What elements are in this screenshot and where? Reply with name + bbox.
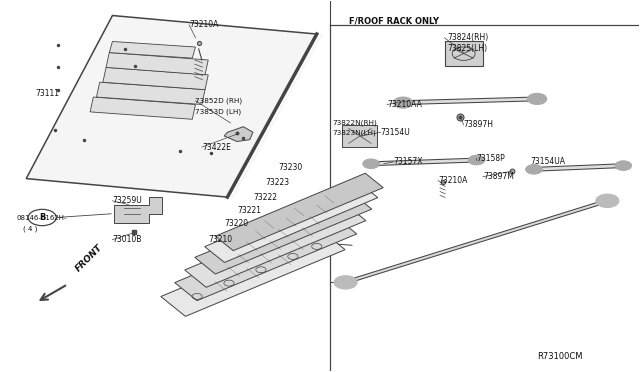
Polygon shape xyxy=(215,173,383,251)
Circle shape xyxy=(615,161,632,170)
Text: 73221: 73221 xyxy=(237,206,261,215)
Polygon shape xyxy=(185,203,366,287)
Circle shape xyxy=(525,164,542,174)
Text: 73210A: 73210A xyxy=(189,20,218,29)
Text: F/ROOF RACK ONLY: F/ROOF RACK ONLY xyxy=(349,17,439,26)
Polygon shape xyxy=(224,127,253,141)
Text: 73154U: 73154U xyxy=(381,128,410,137)
Text: 73210: 73210 xyxy=(208,235,232,244)
Polygon shape xyxy=(109,41,195,58)
Polygon shape xyxy=(205,182,378,263)
Text: 73158P: 73158P xyxy=(476,154,505,163)
Text: B: B xyxy=(39,213,45,222)
Circle shape xyxy=(527,93,547,105)
Circle shape xyxy=(334,276,357,289)
Text: FRONT: FRONT xyxy=(74,243,105,273)
Text: 73222: 73222 xyxy=(253,193,277,202)
Circle shape xyxy=(468,155,484,165)
Polygon shape xyxy=(90,97,195,119)
Text: 73853D (LH): 73853D (LH) xyxy=(195,109,241,115)
Text: R73100CM: R73100CM xyxy=(537,352,582,361)
Text: 73823N(LH): 73823N(LH) xyxy=(333,129,376,135)
Text: 73822N(RH): 73822N(RH) xyxy=(333,120,378,126)
Polygon shape xyxy=(175,216,356,301)
Circle shape xyxy=(394,97,413,108)
Text: 73223: 73223 xyxy=(266,178,290,187)
Circle shape xyxy=(596,194,619,208)
Polygon shape xyxy=(115,197,163,223)
Text: 73010B: 73010B xyxy=(113,235,142,244)
Text: 73897M: 73897M xyxy=(483,172,514,181)
Polygon shape xyxy=(106,52,208,75)
Polygon shape xyxy=(342,125,378,147)
Polygon shape xyxy=(26,16,317,197)
Text: 73422E: 73422E xyxy=(202,142,231,151)
Text: 73230: 73230 xyxy=(278,163,303,172)
Polygon shape xyxy=(103,67,208,90)
Text: 73210AA: 73210AA xyxy=(387,100,422,109)
Polygon shape xyxy=(195,192,372,274)
Text: 73220: 73220 xyxy=(224,219,248,228)
Circle shape xyxy=(363,159,380,169)
Text: 08146-6162H-: 08146-6162H- xyxy=(17,215,67,221)
Text: 73897H: 73897H xyxy=(464,121,493,129)
Text: 73824(RH): 73824(RH) xyxy=(448,33,489,42)
Text: ( 4 ): ( 4 ) xyxy=(23,225,37,232)
Text: 73259U: 73259U xyxy=(113,196,142,205)
Polygon shape xyxy=(97,82,205,105)
Text: 73825(LH): 73825(LH) xyxy=(448,44,488,53)
Text: 73852D (RH): 73852D (RH) xyxy=(195,97,243,104)
Text: 73210A: 73210A xyxy=(438,176,467,185)
Polygon shape xyxy=(161,230,345,316)
Text: 73157X: 73157X xyxy=(394,157,423,166)
Text: 73154UA: 73154UA xyxy=(531,157,566,166)
Text: 73111: 73111 xyxy=(36,89,60,98)
Polygon shape xyxy=(445,41,483,65)
